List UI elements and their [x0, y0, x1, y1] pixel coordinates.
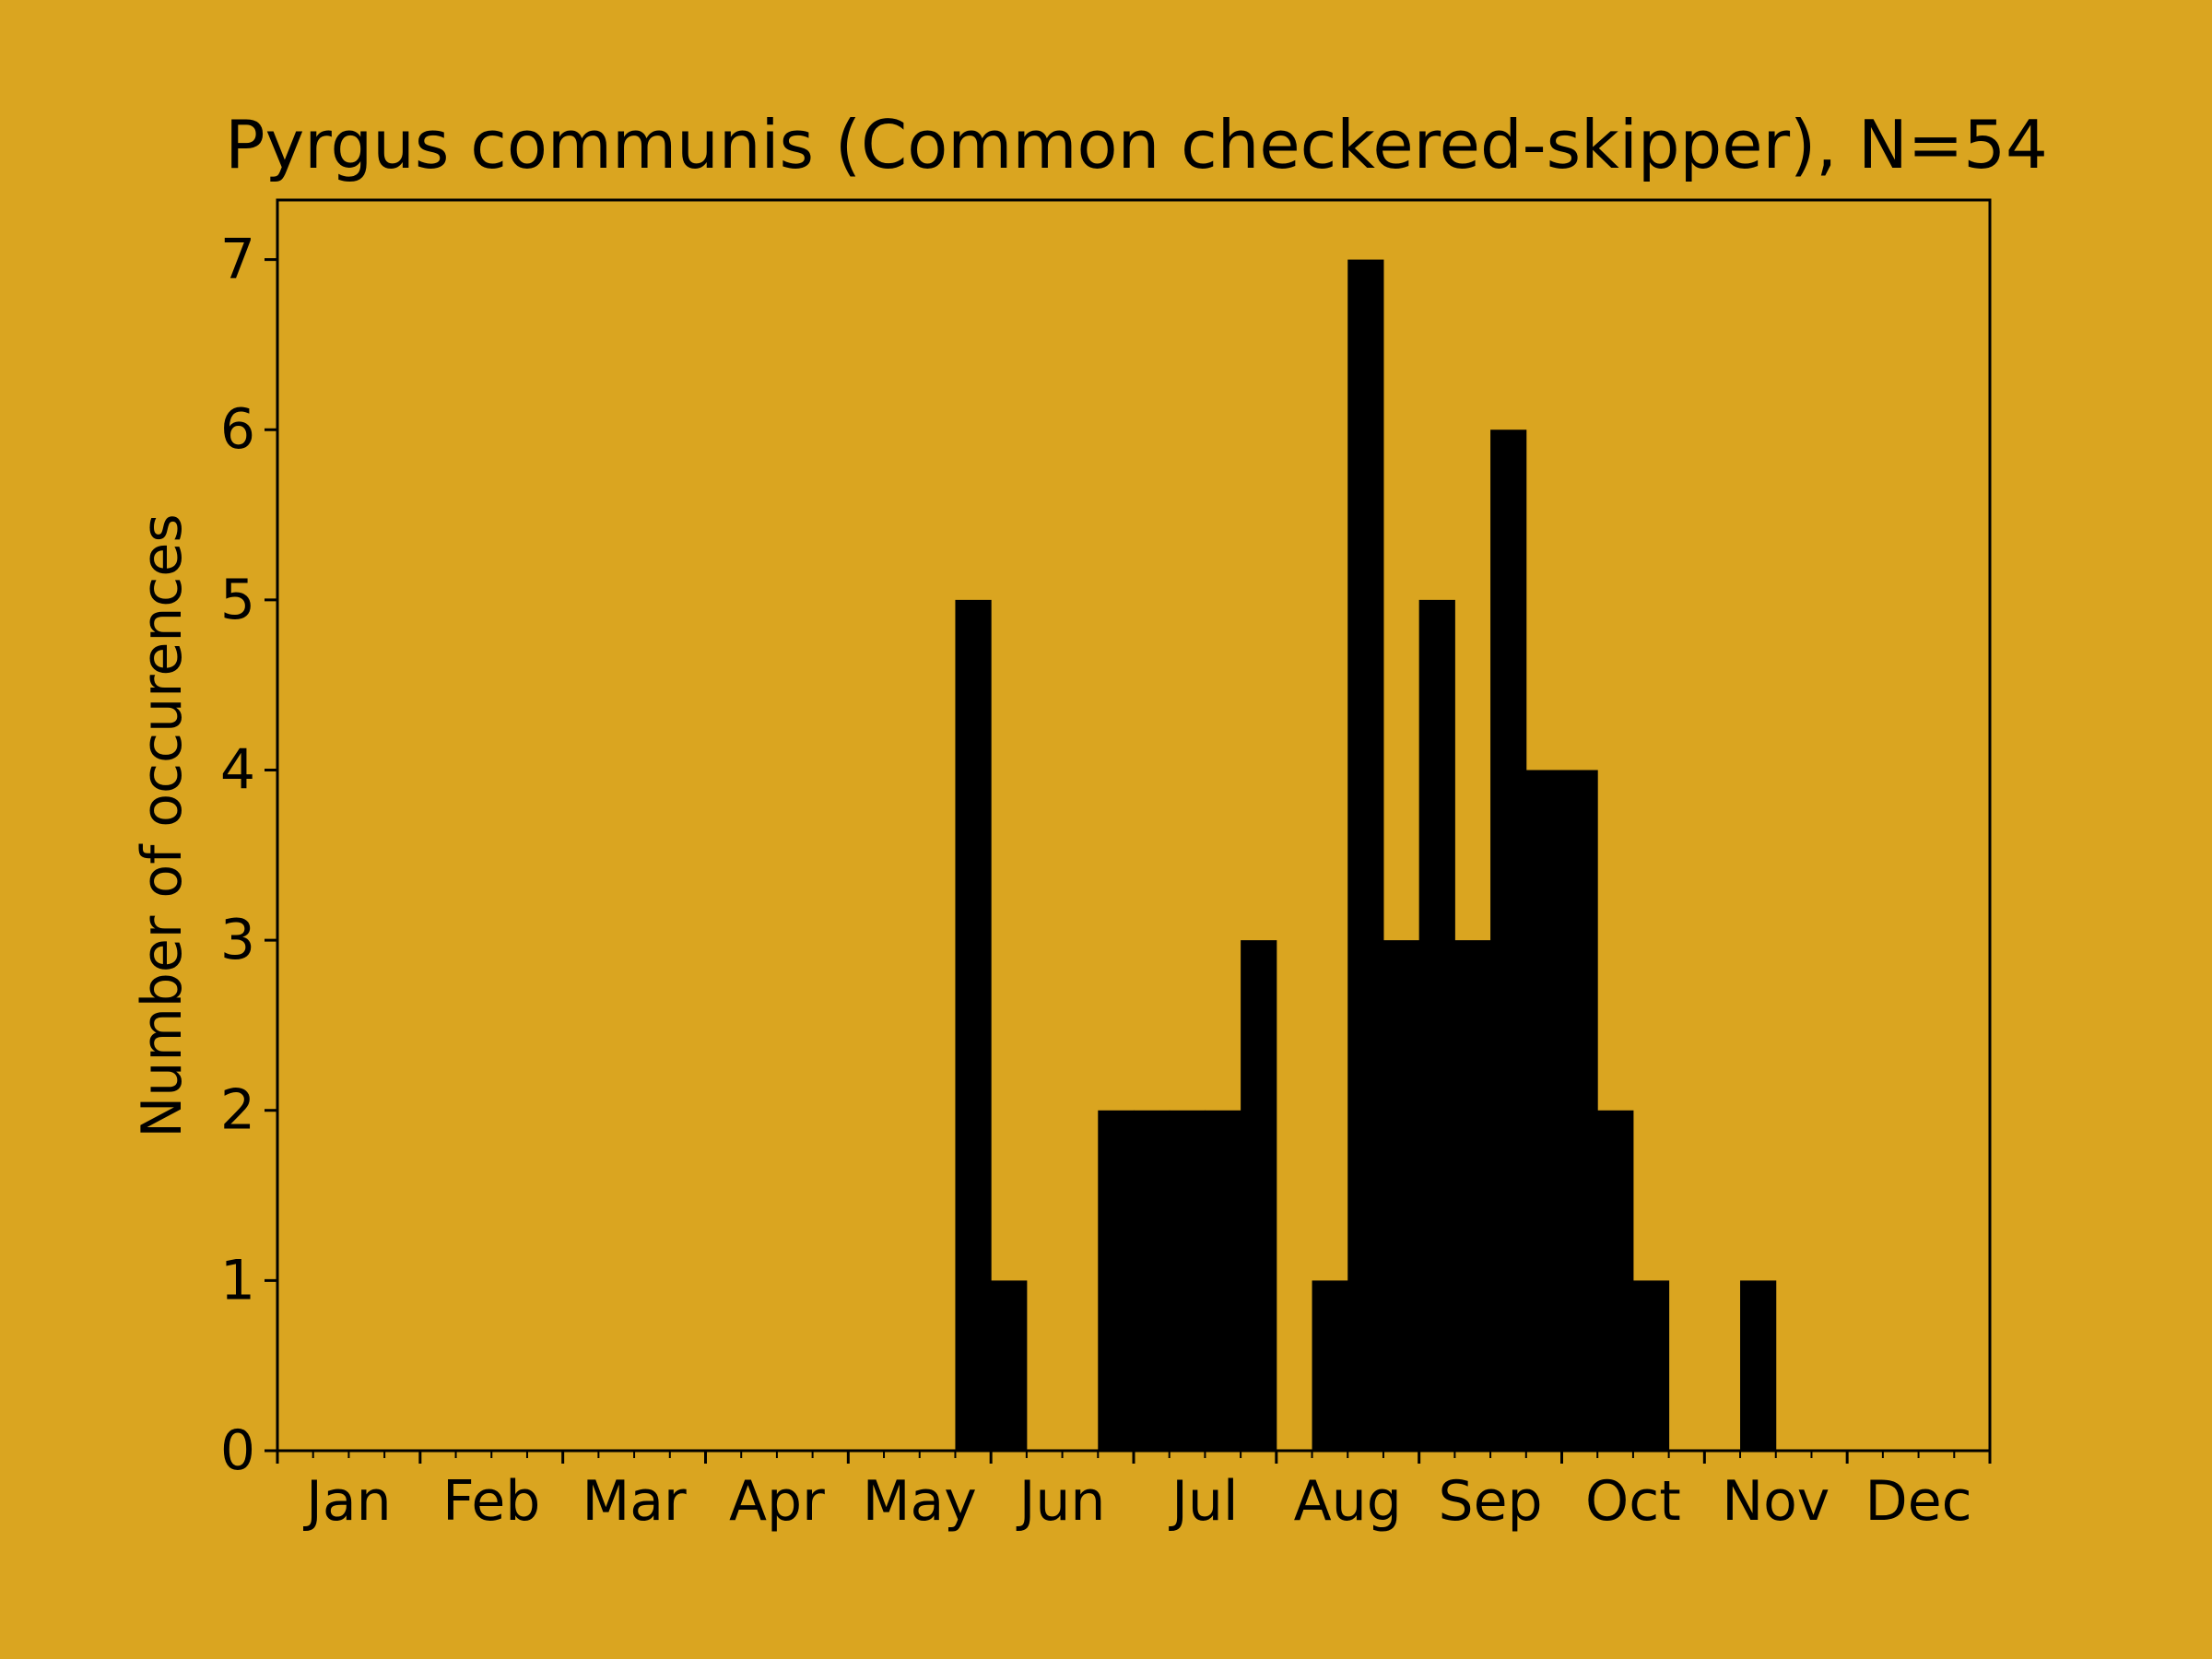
- histogram-bar: [1740, 1280, 1777, 1451]
- histogram-bar: [1525, 770, 1562, 1451]
- histogram-bar: [1490, 429, 1527, 1452]
- y-tick-label: 1: [220, 1248, 255, 1312]
- x-tick-label: May: [863, 1469, 977, 1534]
- histogram-bar: [1241, 940, 1277, 1451]
- histogram-bar: [1098, 1110, 1135, 1451]
- bars-layer: [955, 259, 1777, 1452]
- histogram-bar: [1134, 1110, 1171, 1451]
- y-tick-label: 6: [220, 397, 255, 462]
- histogram-bar: [1169, 1110, 1206, 1451]
- histogram-bar: [1561, 770, 1598, 1451]
- histogram-bar: [991, 1280, 1028, 1451]
- histogram-bar: [1632, 1280, 1670, 1451]
- histogram-bar: [1454, 940, 1491, 1451]
- histogram-bar: [1205, 1110, 1241, 1451]
- labels-layer: 0 1 2 3 4 5 6 7 Jan Feb Mar Apr May Jun Jul Aug Sep Oct No…: [220, 228, 1972, 1534]
- y-axis-label: Number of occurences: [130, 513, 194, 1137]
- x-tick-label: Apr: [729, 1469, 825, 1534]
- chart-title: Pyrgus communis (Common checkered-skippe…: [225, 106, 2048, 183]
- y-tick-label: 0: [220, 1418, 255, 1483]
- histogram-bar: [1418, 599, 1455, 1451]
- histogram-bar: [1347, 259, 1384, 1452]
- x-tick-label: Aug: [1294, 1469, 1402, 1534]
- histogram-bar: [1312, 1280, 1348, 1451]
- x-tick-label: Jan: [302, 1469, 392, 1534]
- x-tick-label: Feb: [442, 1469, 540, 1534]
- y-tick-label: 7: [220, 228, 255, 292]
- y-tick-label: 3: [220, 908, 255, 972]
- plot-frame: [276, 198, 1992, 1453]
- histogram-bar: [1597, 1110, 1634, 1451]
- x-tick-label: Nov: [1722, 1469, 1830, 1534]
- y-tick-label: 5: [220, 568, 255, 632]
- histogram-bar: [1382, 940, 1420, 1451]
- y-tick-label: 2: [220, 1078, 255, 1143]
- x-tick-label: Mar: [582, 1469, 687, 1534]
- x-tick-label: Oct: [1585, 1469, 1681, 1534]
- histogram-bar: [955, 599, 992, 1451]
- y-tick-label: 4: [220, 737, 255, 802]
- x-tick-label: Dec: [1865, 1469, 1972, 1534]
- x-tick-label: Sep: [1439, 1469, 1543, 1534]
- x-tick-label: Jun: [1016, 1469, 1106, 1534]
- x-tick-label: Jul: [1168, 1469, 1238, 1534]
